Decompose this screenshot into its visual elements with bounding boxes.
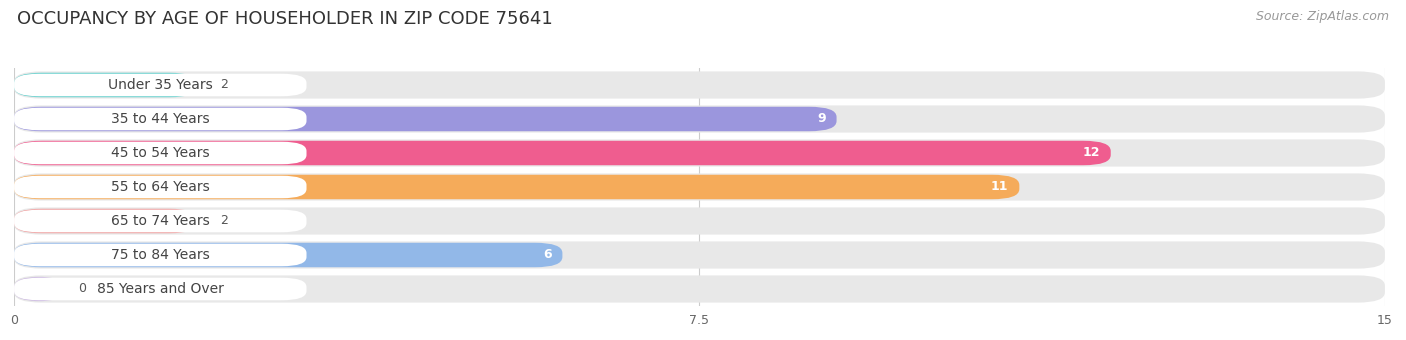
FancyBboxPatch shape [14,243,562,267]
FancyBboxPatch shape [14,175,1019,199]
Text: OCCUPANCY BY AGE OF HOUSEHOLDER IN ZIP CODE 75641: OCCUPANCY BY AGE OF HOUSEHOLDER IN ZIP C… [17,10,553,28]
Text: 35 to 44 Years: 35 to 44 Years [111,112,209,126]
Text: 65 to 74 Years: 65 to 74 Years [111,214,209,228]
Text: 2: 2 [219,215,228,227]
FancyBboxPatch shape [14,173,1385,201]
FancyBboxPatch shape [14,275,1385,303]
FancyBboxPatch shape [14,73,197,97]
FancyBboxPatch shape [14,107,837,131]
Text: 6: 6 [543,249,551,261]
FancyBboxPatch shape [14,142,307,164]
Text: 45 to 54 Years: 45 to 54 Years [111,146,209,160]
FancyBboxPatch shape [14,176,307,198]
FancyBboxPatch shape [14,139,1385,167]
Text: 2: 2 [219,79,228,91]
FancyBboxPatch shape [14,74,307,96]
Text: Under 35 Years: Under 35 Years [108,78,212,92]
FancyBboxPatch shape [14,207,1385,235]
FancyBboxPatch shape [14,71,1385,99]
FancyBboxPatch shape [14,210,307,232]
FancyBboxPatch shape [14,209,197,233]
FancyBboxPatch shape [14,244,307,266]
Text: 9: 9 [817,113,825,125]
Text: 55 to 64 Years: 55 to 64 Years [111,180,209,194]
Text: 12: 12 [1083,147,1099,159]
Text: 85 Years and Over: 85 Years and Over [97,282,224,296]
Text: 75 to 84 Years: 75 to 84 Years [111,248,209,262]
FancyBboxPatch shape [14,277,65,301]
Text: 11: 11 [991,181,1008,193]
FancyBboxPatch shape [14,105,1385,133]
FancyBboxPatch shape [14,108,307,130]
Text: Source: ZipAtlas.com: Source: ZipAtlas.com [1256,10,1389,23]
FancyBboxPatch shape [14,241,1385,269]
FancyBboxPatch shape [14,141,1111,165]
FancyBboxPatch shape [14,278,307,300]
Text: 0: 0 [79,283,86,295]
